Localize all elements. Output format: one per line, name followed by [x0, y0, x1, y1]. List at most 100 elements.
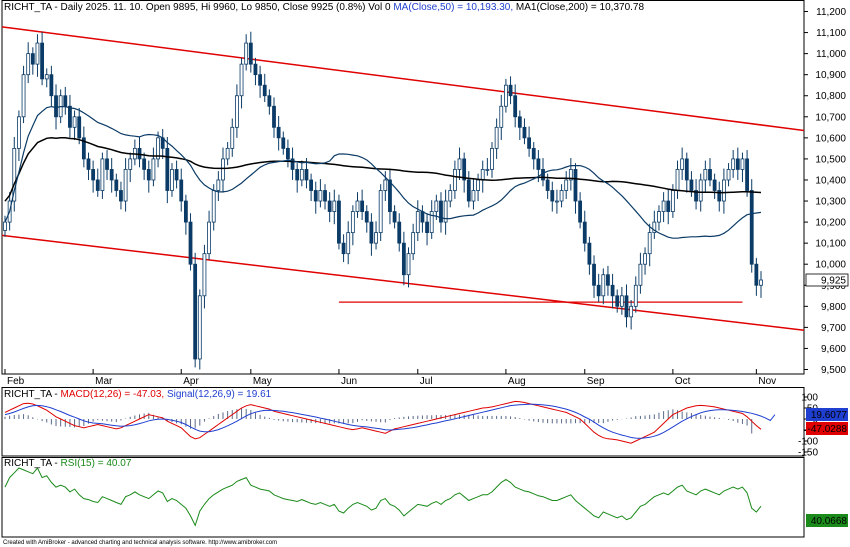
candle-body [429, 211, 434, 234]
candle-body [647, 232, 652, 255]
candle-body [290, 158, 295, 170]
price-y-tick-label: 11,100 [816, 28, 846, 39]
candle-body [207, 221, 211, 255]
candle-body [466, 179, 471, 202]
candle-body [531, 147, 536, 160]
candle-body [675, 169, 680, 191]
candle-body [578, 200, 583, 223]
month-label: Jul [420, 376, 433, 387]
candle-body [235, 95, 239, 128]
macd-header: RICHT_TA - MACD(12,26) = -47.03, Signal(… [4, 389, 272, 400]
candle-body [545, 179, 550, 191]
rsi-value-box [806, 514, 848, 527]
candle-body [703, 169, 708, 181]
candle-body [258, 74, 262, 86]
month-label: Sep [587, 376, 605, 387]
month-label: Mar [95, 376, 113, 387]
candle-body [573, 169, 578, 202]
price-y-tick-label: 10,400 [815, 175, 846, 186]
candle-body [123, 169, 128, 202]
candle-body [568, 169, 573, 181]
candle-body [606, 274, 610, 286]
candle-body [364, 211, 369, 223]
candle-body [434, 200, 439, 212]
candle-body [596, 284, 601, 297]
candle-body [485, 169, 490, 171]
candle-body [564, 179, 569, 191]
candle-body [517, 116, 522, 128]
candle-body [3, 221, 7, 231]
candle-body [684, 158, 689, 181]
candle-body [731, 158, 736, 170]
candle-body [179, 179, 184, 202]
price-y-tick-label: 11,000 [816, 49, 846, 60]
candle-body [114, 179, 119, 191]
candle-body [624, 295, 629, 318]
signal-line [4, 403, 776, 439]
candle-body [555, 200, 559, 203]
candle-body [471, 190, 476, 202]
candle-body [745, 158, 749, 191]
price-y-tick-label: 10,800 [815, 91, 846, 102]
candle-body [582, 221, 587, 244]
candle-body [77, 116, 82, 139]
candle-body [221, 158, 225, 181]
month-label: Feb [7, 376, 25, 387]
candle-body [619, 295, 624, 307]
candle-body [726, 169, 731, 181]
candle-body [527, 137, 531, 149]
candle-body [21, 74, 26, 118]
candle-body [40, 42, 45, 80]
candle-body [105, 158, 109, 170]
last-price-box [805, 273, 849, 287]
candle-body [360, 200, 365, 212]
signal-value-label: 19.6077 [811, 410, 848, 421]
candle-body [355, 200, 360, 212]
candle-body [499, 105, 504, 128]
candle-body [337, 200, 341, 244]
candle-body [680, 158, 685, 170]
price-y-tick-label: 9,700 [821, 323, 846, 334]
candle-body [323, 190, 327, 202]
rsi-header: RICHT_TA - RSI(15) = 40.07 [4, 458, 132, 469]
price-y-tick-label: 10,300 [815, 197, 846, 208]
candle-body [304, 169, 309, 181]
ma50-line [4, 105, 762, 239]
candle-body [657, 211, 661, 223]
candle-body [318, 190, 323, 202]
candle-body [188, 221, 193, 265]
signal-value-box [806, 408, 848, 421]
candle-body [128, 158, 133, 170]
candle-body [346, 232, 351, 255]
candle-body [443, 200, 448, 223]
candle-body [740, 158, 745, 170]
candle-body [165, 147, 170, 191]
candle-body [759, 279, 763, 286]
candle-body [30, 53, 35, 65]
candle-body [392, 211, 397, 223]
price-panel: 9,5009,6009,7009,8009,90010,00010,10010,… [1, 0, 849, 387]
candle-body [601, 274, 606, 297]
candle-body [374, 232, 378, 244]
candle-body [536, 158, 541, 170]
rsi-frame [1, 457, 805, 538]
candle-body [633, 284, 638, 307]
candle-body [309, 179, 314, 191]
channel-upper-line [1, 26, 805, 132]
candle-body [109, 169, 114, 181]
candle-body [100, 158, 105, 191]
candle-body [142, 158, 147, 170]
candle-body [717, 190, 722, 202]
candle-body [81, 137, 86, 160]
macd-value-box [806, 422, 848, 435]
candle-body [378, 190, 383, 234]
candle-body [146, 169, 151, 181]
candle-body [17, 116, 21, 149]
candle-body [327, 200, 332, 212]
rsi-line [4, 467, 762, 527]
candle-body [350, 211, 355, 234]
price-y-tick-label: 9,600 [821, 344, 846, 355]
candle-body [295, 169, 300, 181]
